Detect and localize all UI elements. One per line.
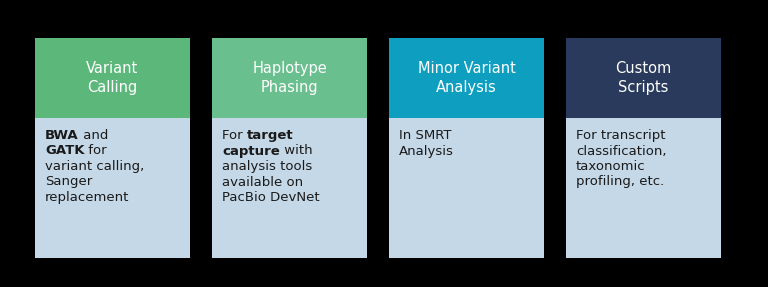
Text: For: For	[222, 129, 247, 142]
Text: Minor Variant
Analysis: Minor Variant Analysis	[418, 61, 515, 95]
Text: classification,: classification,	[576, 144, 667, 158]
Text: Custom
Scripts: Custom Scripts	[615, 61, 672, 95]
FancyBboxPatch shape	[389, 118, 544, 258]
Text: PacBio DevNet: PacBio DevNet	[222, 191, 319, 204]
Text: for: for	[84, 144, 107, 158]
FancyBboxPatch shape	[212, 38, 367, 118]
FancyBboxPatch shape	[35, 38, 190, 118]
FancyBboxPatch shape	[212, 118, 367, 258]
Text: analysis tools: analysis tools	[222, 160, 313, 173]
Text: and: and	[78, 129, 108, 142]
Text: target: target	[247, 129, 293, 142]
Text: Sanger: Sanger	[45, 175, 92, 189]
Text: available on: available on	[222, 175, 303, 189]
Text: GATK: GATK	[45, 144, 84, 158]
Text: replacement: replacement	[45, 191, 129, 204]
Text: profiling, etc.: profiling, etc.	[576, 175, 664, 189]
Text: taxonomic: taxonomic	[576, 160, 646, 173]
Text: capture: capture	[222, 144, 280, 158]
FancyBboxPatch shape	[566, 38, 721, 118]
Text: variant calling,: variant calling,	[45, 160, 144, 173]
Text: BWA: BWA	[45, 129, 78, 142]
FancyBboxPatch shape	[566, 118, 721, 258]
Text: In SMRT: In SMRT	[399, 129, 452, 142]
Text: Analysis: Analysis	[399, 144, 454, 158]
FancyBboxPatch shape	[35, 118, 190, 258]
Text: For transcript: For transcript	[576, 129, 666, 142]
FancyBboxPatch shape	[389, 38, 544, 118]
Text: Variant
Calling: Variant Calling	[86, 61, 139, 95]
Text: with: with	[280, 144, 313, 158]
Text: Haplotype
Phasing: Haplotype Phasing	[252, 61, 327, 95]
